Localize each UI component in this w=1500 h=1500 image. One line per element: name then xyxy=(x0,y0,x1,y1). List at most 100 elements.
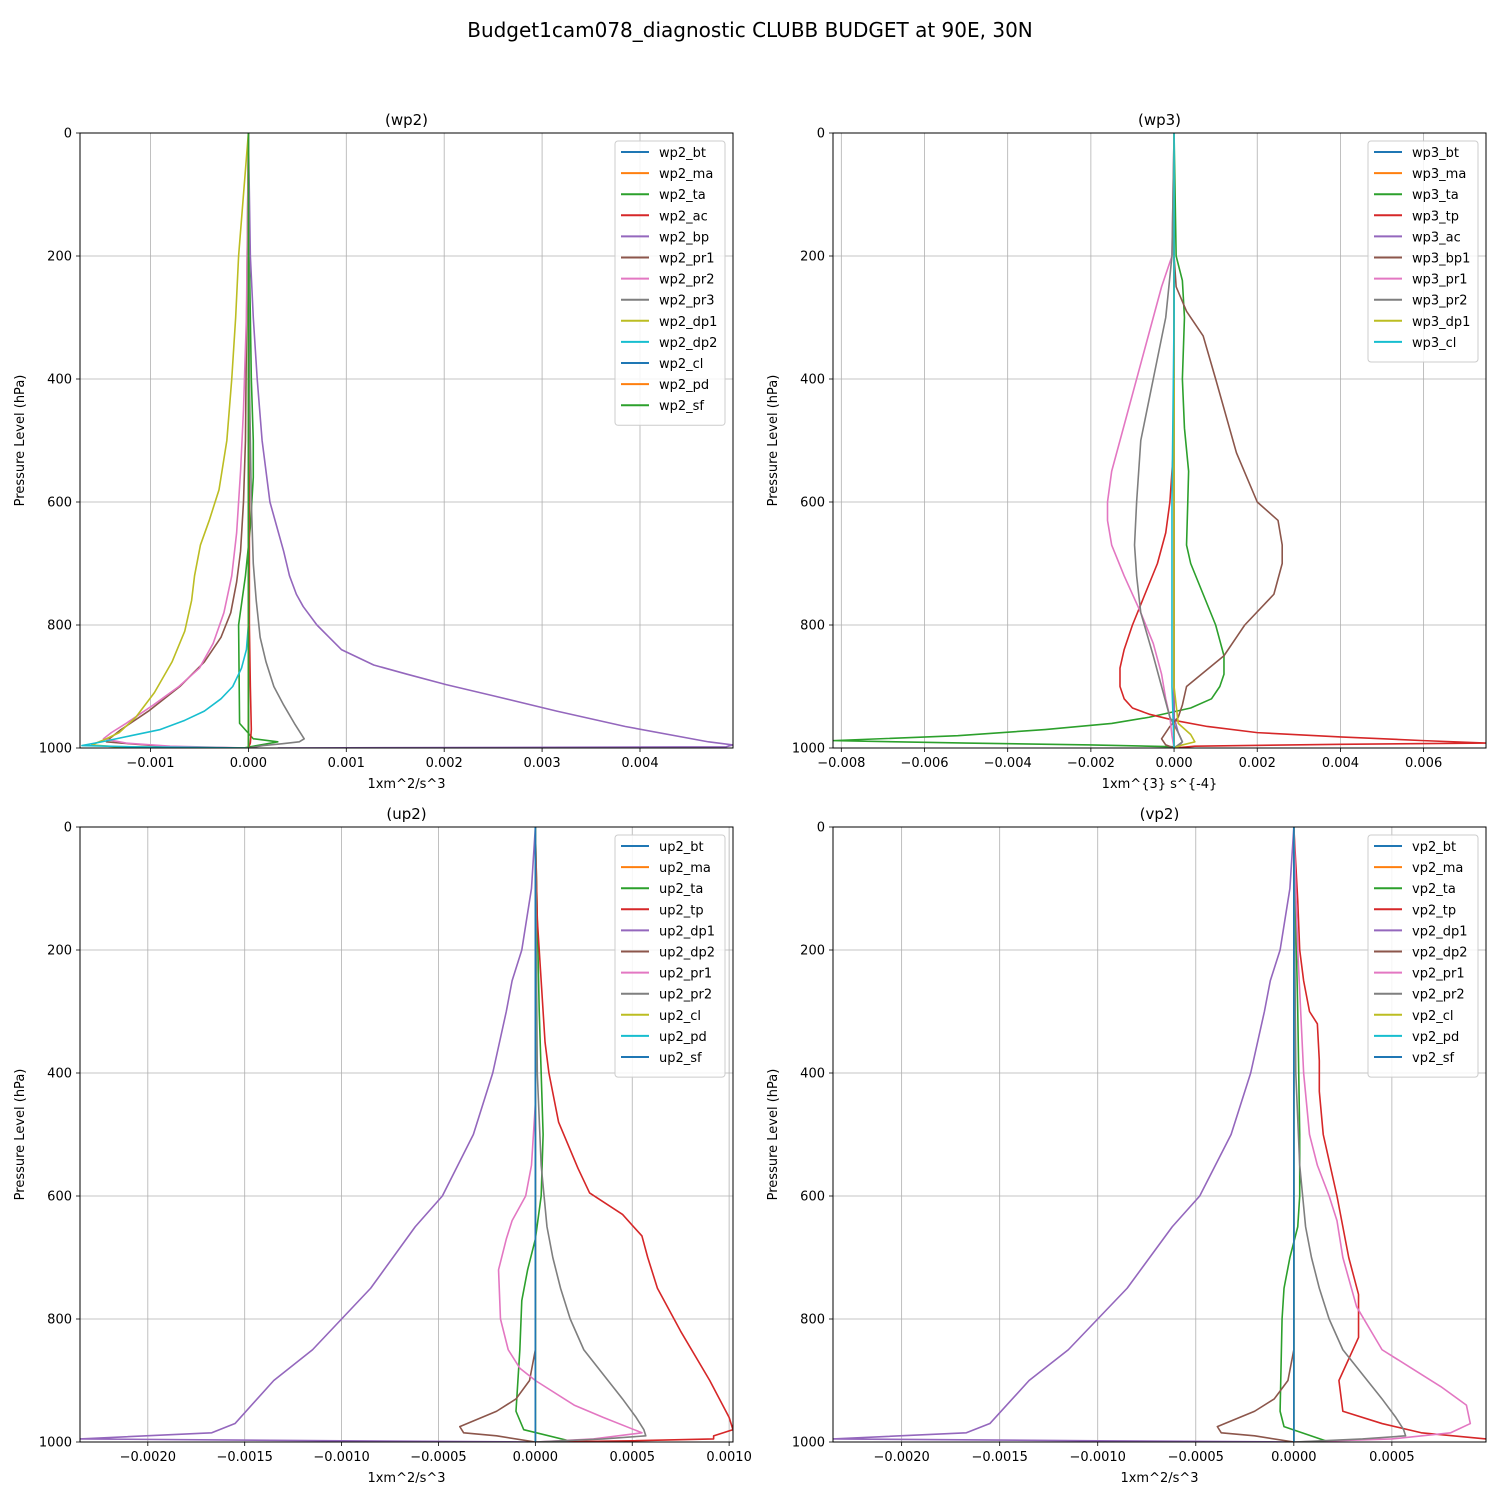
legend-entry: wp2_ma xyxy=(659,167,713,182)
legend-entry: wp3_pr1 xyxy=(1412,273,1468,288)
x-tick-label: 0.002 xyxy=(1239,756,1276,771)
series-line-wp2_dp1 xyxy=(90,133,250,748)
legend-entry: up2_dp1 xyxy=(659,924,715,939)
x-tick-label: −0.0015 xyxy=(971,1450,1027,1465)
legend-entry: wp3_cl xyxy=(1412,336,1456,351)
series-line-up2_dp1 xyxy=(80,827,537,1442)
subplot-title: (up2) xyxy=(386,805,426,823)
legend: wp3_bt wp3_ma wp3_ta wp3_tp wp3_ac wp3_bp1 wp3… xyxy=(1367,140,1479,363)
legend-entry: wp2_pr1 xyxy=(659,252,715,267)
x-axis-label: 1xm^{3} s^{-4} xyxy=(1102,777,1218,792)
y-tick-label: 400 xyxy=(800,373,825,388)
x-tick-label: −0.006 xyxy=(900,756,948,771)
legend-entry: wp2_ta xyxy=(659,188,706,203)
legend-box xyxy=(614,140,726,426)
x-axis-label: 1xm^2/s^3 xyxy=(367,777,445,792)
y-tick-label: 1000 xyxy=(792,742,825,757)
x-tick-label: 0.0000 xyxy=(1271,1450,1317,1465)
legend-entry: wp2_sf xyxy=(659,399,704,414)
legend-entry: wp2_dp2 xyxy=(659,336,717,351)
y-axis-label: Pressure Level (hPa) xyxy=(766,375,781,507)
x-tick-label: −0.001 xyxy=(126,756,174,771)
y-tick-label: 800 xyxy=(47,619,72,634)
y-tick-label: 600 xyxy=(47,1190,72,1205)
series-line-wp3_bp1 xyxy=(1160,133,1283,748)
series-line-vp2_tp xyxy=(1293,827,1486,1440)
legend-entry: wp2_bp xyxy=(659,230,709,245)
y-tick-label: 200 xyxy=(800,250,825,265)
x-tick-label: −0.004 xyxy=(984,756,1032,771)
x-tick-label: −0.0015 xyxy=(217,1450,273,1465)
y-tick-label: 0 xyxy=(817,127,825,142)
series-line-vp2_pr2 xyxy=(1293,827,1407,1442)
legend-entry: vp2_ma xyxy=(1412,861,1463,876)
y-tick-label: 1000 xyxy=(39,1436,72,1451)
legend-entry: up2_pr2 xyxy=(659,988,712,1003)
axes-frame xyxy=(79,132,734,749)
series-group xyxy=(833,133,1486,748)
y-tick-label: 800 xyxy=(800,1313,825,1328)
subplot-1: −0.008 −0.006 −0.004 −0.002 0.000 0.002 0.004 0… xyxy=(766,111,1487,792)
y-tick-label: 0 xyxy=(64,127,72,142)
x-tick-label: 0.0005 xyxy=(1369,1450,1415,1465)
series-line-wp3_ta xyxy=(833,133,1225,748)
legend-entry: up2_sf xyxy=(659,1051,702,1066)
series-line-up2_ta xyxy=(515,827,575,1442)
legend-box xyxy=(1367,834,1479,1078)
series-line-up2_pr2 xyxy=(534,827,647,1442)
legend: vp2_bt vp2_ma vp2_ta vp2_tp vp2_dp1 vp2_dp2vp… xyxy=(1367,834,1479,1078)
series-line-up2_dp2 xyxy=(458,827,537,1442)
legend-entry: vp2_sf xyxy=(1412,1051,1454,1066)
legend-entry: vp2_bt xyxy=(1412,840,1456,855)
legend-entry: wp2_ac xyxy=(659,209,708,224)
legend-entry: wp2_pd xyxy=(659,378,709,393)
legend: up2_bt up2_ma up2_ta up2_tp up2_dp1 up2_dp2up… xyxy=(614,834,726,1078)
axes-frame xyxy=(832,132,1487,749)
x-tick-label: 0.003 xyxy=(523,756,560,771)
legend-entry: up2_tp xyxy=(659,903,704,918)
x-tick-label: −0.0010 xyxy=(313,1450,369,1465)
y-tick-label: 0 xyxy=(817,821,825,836)
legend-entry: up2_dp2 xyxy=(659,946,715,961)
x-tick-label: 0.000 xyxy=(230,756,267,771)
y-axis-label: Pressure Level (hPa) xyxy=(13,1069,28,1201)
legend-entry: wp3_tp xyxy=(1412,209,1459,224)
legend-entry: wp3_ac xyxy=(1412,230,1461,245)
legend-entry: up2_ta xyxy=(659,882,703,897)
legend-entry: wp2_bt xyxy=(659,146,706,161)
x-tick-label: −0.0020 xyxy=(873,1450,929,1465)
legend-entry: vp2_cl xyxy=(1412,1009,1453,1024)
x-tick-label: 0.002 xyxy=(426,756,463,771)
series-line-vp2_dp1 xyxy=(833,827,1295,1442)
legend-entry: up2_bt xyxy=(659,840,704,855)
y-tick-label: 600 xyxy=(47,496,72,511)
legend-entry: vp2_pr1 xyxy=(1412,967,1465,982)
series-line-wp2_pr3 xyxy=(247,133,305,748)
legend-box xyxy=(1367,140,1479,363)
series-line-vp2_pr1 xyxy=(1293,827,1472,1442)
legend-entry: up2_ma xyxy=(659,861,711,876)
legend-entry: vp2_dp1 xyxy=(1412,924,1468,939)
legend-entry: vp2_tp xyxy=(1412,903,1456,918)
subplot-0: −0.001 0.000 0.001 0.002 0.003 0.004 0 200 400 60… xyxy=(13,111,734,792)
legend-entry: up2_pd xyxy=(659,1030,707,1045)
legend-entry: wp3_bp1 xyxy=(1412,252,1470,267)
x-axis-label: 1xm^2/s^3 xyxy=(367,1471,445,1486)
x-axis-label: 1xm^2/s^3 xyxy=(1120,1471,1198,1486)
subplot-title: (vp2) xyxy=(1140,805,1180,823)
series-group xyxy=(81,133,733,748)
y-tick-label: 200 xyxy=(47,250,72,265)
legend-entry: up2_cl xyxy=(659,1009,701,1024)
legend-entry: wp2_pr3 xyxy=(659,294,715,309)
legend-entry: wp2_pr2 xyxy=(659,273,715,288)
series-line-wp3_pr2 xyxy=(1133,133,1184,748)
x-tick-label: −0.0020 xyxy=(120,1450,176,1465)
x-tick-label: 0.0005 xyxy=(609,1450,655,1465)
x-tick-label: 0.001 xyxy=(328,756,365,771)
series-line-wp2_dp2 xyxy=(81,133,250,748)
y-tick-label: 1000 xyxy=(792,1436,825,1451)
series-line-vp2_ta xyxy=(1279,827,1330,1442)
legend-entry: vp2_dp2 xyxy=(1412,946,1468,961)
legend-entry: wp3_ta xyxy=(1412,188,1459,203)
